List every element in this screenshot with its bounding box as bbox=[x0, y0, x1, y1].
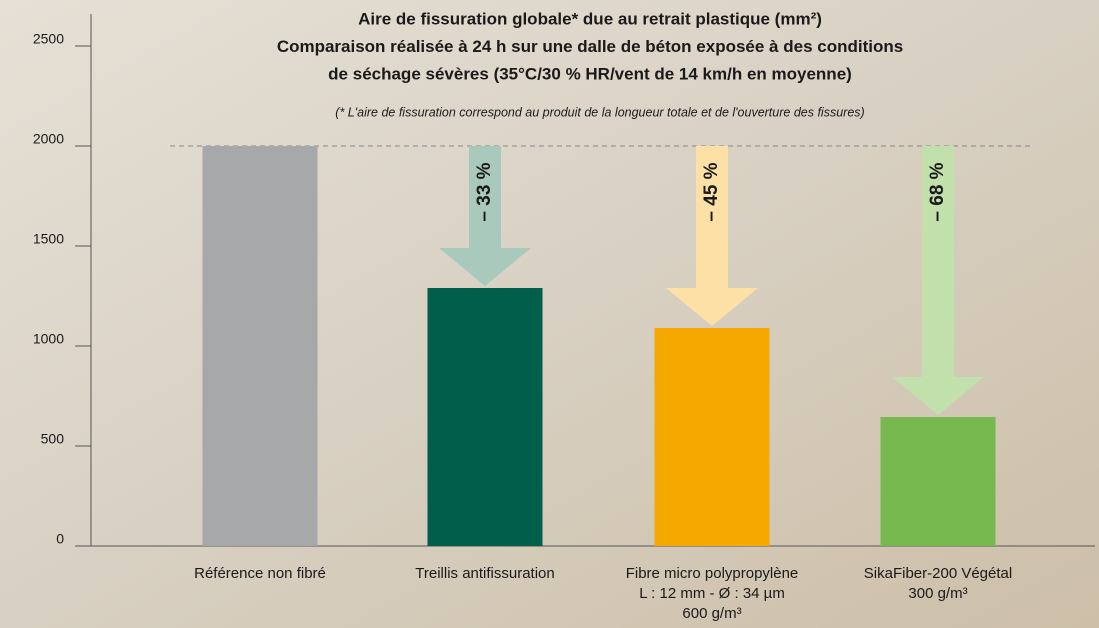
x-tick-label: Treillis antifissuration bbox=[415, 565, 555, 582]
y-tick-label: 2500 bbox=[33, 31, 64, 47]
y-tick-label: 2000 bbox=[33, 131, 64, 147]
bar bbox=[881, 417, 996, 546]
y-tick-label: 0 bbox=[56, 531, 64, 547]
x-tick-label: Fibre micro polypropylène bbox=[626, 565, 799, 582]
x-tick-label: L : 12 mm - Ø : 34 µm bbox=[639, 585, 785, 602]
chart-title: Aire de fissuration globale* due au retr… bbox=[358, 9, 822, 28]
bar bbox=[203, 146, 318, 546]
y-tick-label: 500 bbox=[41, 431, 65, 447]
x-tick-label: Référence non fibré bbox=[194, 565, 326, 582]
reduction-label: – 33 % bbox=[474, 162, 495, 221]
bar bbox=[428, 288, 543, 546]
reduction-label: – 45 % bbox=[701, 162, 722, 221]
chart-title: Comparaison réalisée à 24 h sur une dall… bbox=[277, 37, 903, 56]
x-tick-label: 600 g/m³ bbox=[682, 605, 741, 622]
bar bbox=[655, 328, 770, 546]
chart-subtitle: (* L'aire de fissuration correspond au p… bbox=[335, 105, 864, 119]
x-tick-label: 300 g/m³ bbox=[908, 585, 967, 602]
reduction-label: – 68 % bbox=[927, 162, 948, 221]
x-tick-label: SikaFiber-200 Végétal bbox=[864, 565, 1012, 582]
y-tick-label: 1500 bbox=[33, 231, 64, 247]
chart: Aire de fissuration globale* due au retr… bbox=[0, 0, 1099, 628]
chart-title: de séchage sévères (35°C/30 % HR/vent de… bbox=[328, 64, 852, 83]
y-tick-label: 1000 bbox=[33, 331, 64, 347]
